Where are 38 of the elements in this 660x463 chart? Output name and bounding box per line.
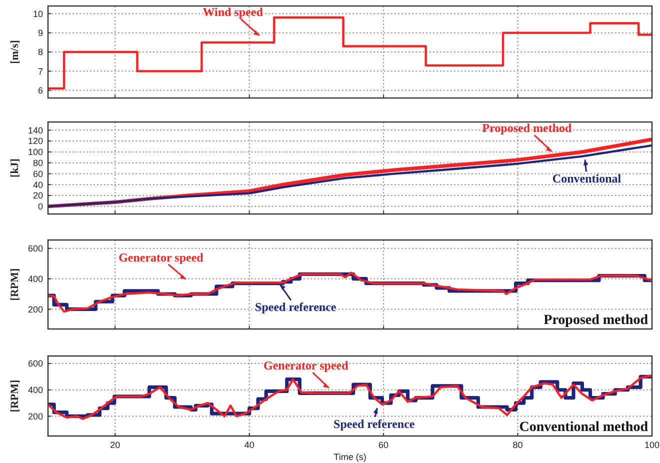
annotation: Proposed method <box>544 313 648 328</box>
y-tick-label: 8 <box>38 47 43 58</box>
y-tick-label: 400 <box>28 274 43 284</box>
y-axis-title: [RPM] <box>9 268 21 301</box>
y-tick-label: 7 <box>38 66 43 76</box>
y-tick-label: 40 <box>32 180 43 190</box>
x-tick-label: 60 <box>378 440 389 450</box>
y-tick-label: 140 <box>28 125 43 136</box>
y-axis-title: [m/s] <box>9 40 21 64</box>
y-axis-title: [kJ] <box>9 158 21 178</box>
y-tick-label: 100 <box>28 147 43 158</box>
legend-label: Speed reference <box>255 300 337 314</box>
y-tick-label: 200 <box>28 304 43 314</box>
y-tick-label: 600 <box>28 358 43 369</box>
y-tick-label: 0 <box>38 202 43 212</box>
y-tick-label: 20 <box>32 190 43 201</box>
x-tick-label: 100 <box>644 440 660 450</box>
y-tick-label: 80 <box>32 158 43 168</box>
legend-label: Conventional <box>552 172 622 186</box>
x-tick-label: 40 <box>244 440 254 450</box>
legend-label: Speed reference <box>334 417 416 431</box>
series-label: Proposed method <box>482 121 572 136</box>
y-tick-label: 120 <box>28 136 43 146</box>
annotation: Conventional method <box>519 420 648 435</box>
x-tick-label: 20 <box>110 440 120 450</box>
y-tick-label: 10 <box>32 8 43 19</box>
y-tick-label: 6 <box>38 85 43 96</box>
series-label: Wind speed <box>202 5 264 20</box>
y-tick-label: 60 <box>32 168 43 179</box>
y-tick-label: 400 <box>28 385 43 396</box>
series-label: Generator speed <box>264 358 349 373</box>
y-tick-label: 200 <box>28 411 43 422</box>
x-tick-label: 80 <box>512 440 523 450</box>
y-tick-label: 600 <box>28 244 43 254</box>
y-axis-title: [RPM] <box>9 380 21 412</box>
x-axis-title: Time (s) <box>334 452 366 462</box>
text: Generator speed <box>118 250 204 264</box>
y-tick-label: 9 <box>38 28 43 38</box>
